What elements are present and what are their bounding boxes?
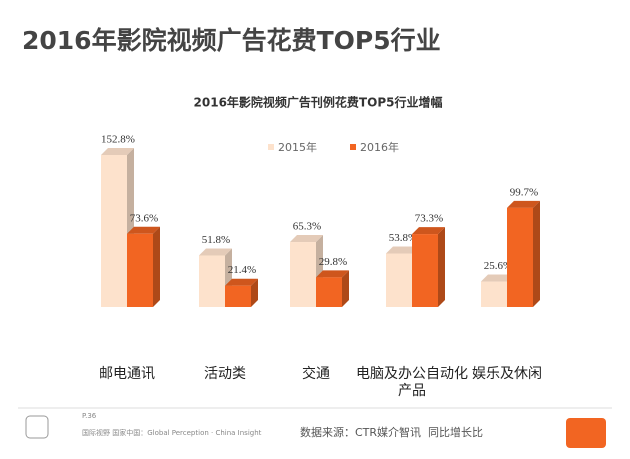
bar [386,253,412,307]
bar-top [199,248,232,256]
chart-subtitle: 2016年影院视频广告刊例花费TOP5行业增幅 [194,95,443,110]
data-label: 99.7% [510,186,538,198]
data-label: 73.3% [415,213,443,225]
bar [101,155,127,307]
logo [25,415,49,439]
note: 同比增长比 [428,425,483,439]
bar-side [153,226,160,307]
bar-top [290,235,323,243]
bar-side [251,278,258,307]
legend-label: 2016年 [360,140,399,154]
bar [199,255,225,307]
data-label: 51.8% [202,234,230,246]
bar [316,277,342,307]
chart-title: 2016年影院视频广告花费TOP5行业 [22,26,441,55]
bar-top [386,246,419,254]
bar-top [507,200,540,208]
bar-side [438,227,445,307]
slogan: 国际视野 国家中国：Global Perception · China Insi… [82,428,262,437]
bar [225,285,251,307]
bar [127,233,153,307]
data-label: 29.8% [319,256,347,268]
bar-top [316,270,349,278]
bar [481,281,507,307]
bar-top [225,278,258,286]
bar-top [127,226,160,234]
bar-top [101,148,134,155]
x-tick-label: 电脑及办公自动化产品 [356,366,468,399]
data-label: 152.8% [101,134,135,146]
bar [507,207,533,307]
bar-top [481,274,514,282]
x-tick-label: 邮电通讯 [99,366,155,382]
data-label: 53.8% [389,232,417,244]
brand-logo [566,418,606,448]
legend-swatch [268,144,274,150]
data-label: 65.3% [293,221,321,233]
x-tick-label: 娱乐及休闲 [472,366,542,382]
bar-top [412,227,445,235]
x-tick-label: 活动类 [204,366,246,382]
bar-side [342,270,349,307]
legend-swatch [350,144,356,150]
source: 数据来源：CTR媒介智讯 [300,425,421,439]
x-tick-label: 交通 [302,366,330,382]
page-number: P.36 [82,412,97,420]
bar [290,242,316,307]
bar [412,234,438,307]
bar-side [533,200,540,307]
legend-label: 2015年 [278,140,317,154]
data-label: 73.6% [130,212,158,224]
data-label: 25.6% [484,260,512,272]
data-label: 21.4% [228,264,256,276]
